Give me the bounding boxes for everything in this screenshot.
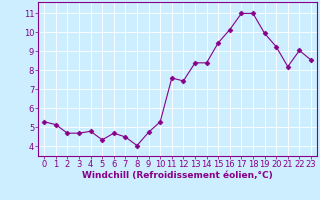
X-axis label: Windchill (Refroidissement éolien,°C): Windchill (Refroidissement éolien,°C): [82, 171, 273, 180]
